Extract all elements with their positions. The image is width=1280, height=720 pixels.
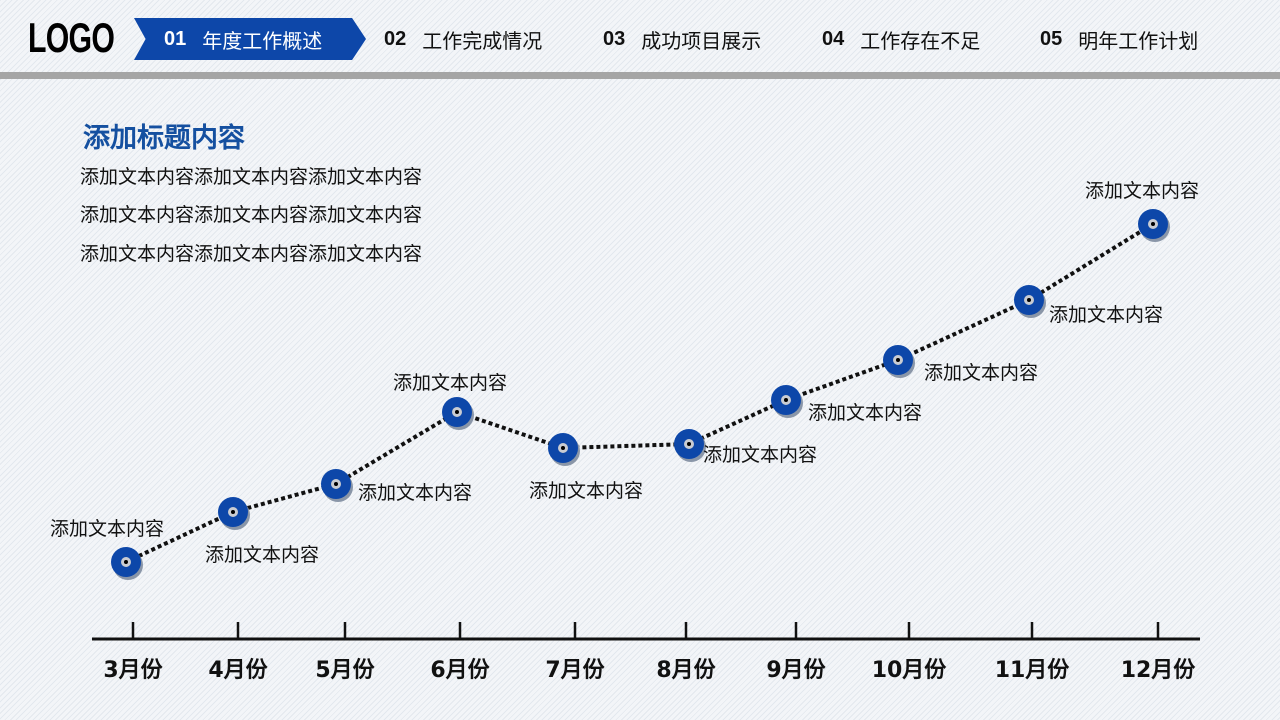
x-tick-label: 6月份 [430, 658, 490, 683]
nav-num: 02 [384, 27, 407, 50]
point-label: 添加文本内容 [1085, 180, 1200, 202]
data-point-dot [455, 410, 459, 414]
data-point-dot [687, 442, 691, 446]
paragraph: 添加文本内容添加文本内容添加文本内容 [80, 204, 423, 226]
x-tick-label: 8月份 [656, 658, 716, 683]
point-label: 添加文本内容 [529, 480, 644, 502]
data-point-dot [784, 398, 788, 402]
point-label: 添加文本内容 [205, 544, 320, 566]
nav-num: 05 [1040, 27, 1063, 50]
point-label: 添加文本内容 [1049, 304, 1164, 326]
x-tick-label: 4月份 [208, 658, 268, 683]
nav-label: 成功项目展示 [641, 28, 762, 53]
x-tick-label: 10月份 [871, 658, 947, 683]
nav-tab-5[interactable]: 05 明年工作计划 [1040, 18, 1198, 60]
x-tick-label: 12月份 [1120, 658, 1196, 683]
x-tick-label: 5月份 [315, 658, 375, 683]
point-label: 添加文本内容 [50, 518, 165, 540]
data-point-dot [231, 510, 235, 514]
data-point-dot [896, 358, 900, 362]
point-label: 添加文本内容 [393, 372, 508, 394]
paragraph: 添加文本内容添加文本内容添加文本内容 [80, 166, 423, 188]
nav-num: 03 [603, 27, 626, 50]
data-point-dot [1027, 298, 1031, 302]
nav-label: 工作存在不足 [860, 28, 981, 53]
logo: LOGO [28, 14, 115, 61]
nav-tab-2[interactable]: 02 工作完成情况 [384, 18, 542, 60]
header-divider [0, 72, 1280, 79]
x-tick-label: 11月份 [994, 658, 1070, 683]
x-tick-label: 9月份 [766, 658, 826, 683]
nav-num: 04 [822, 27, 845, 50]
nav-tab-1[interactable]: 01 年度工作概述 [134, 18, 366, 60]
series-line [125, 222, 1155, 564]
point-label: 添加文本内容 [703, 444, 818, 466]
page-title: 添加标题内容 [83, 123, 245, 154]
paragraph: 添加文本内容添加文本内容添加文本内容 [80, 243, 423, 265]
nav-num: 01 [164, 27, 187, 50]
x-tick-label: 3月份 [103, 658, 163, 683]
data-point-dot [334, 482, 338, 486]
nav-label: 明年工作计划 [1078, 28, 1199, 53]
data-point-dot [561, 446, 565, 450]
point-label: 添加文本内容 [924, 362, 1039, 384]
point-label: 添加文本内容 [358, 482, 473, 504]
nav-tab-3[interactable]: 03 成功项目展示 [603, 18, 761, 60]
x-tick-label: 7月份 [545, 658, 605, 683]
data-point-dot [1151, 222, 1155, 226]
nav-label: 工作完成情况 [422, 28, 543, 53]
point-label: 添加文本内容 [808, 402, 923, 424]
nav-label: 年度工作概述 [202, 28, 323, 53]
data-point-dot [124, 560, 128, 564]
nav-tab-4[interactable]: 04 工作存在不足 [822, 18, 980, 60]
